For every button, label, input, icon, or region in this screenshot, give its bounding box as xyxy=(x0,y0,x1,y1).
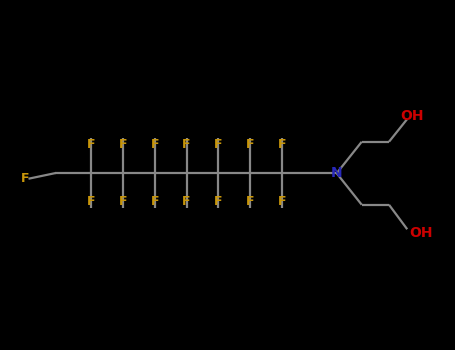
Text: F: F xyxy=(151,138,159,151)
Text: F: F xyxy=(182,138,191,151)
Text: F: F xyxy=(278,138,286,151)
Text: F: F xyxy=(21,172,30,185)
Text: OH: OH xyxy=(410,226,433,240)
Text: F: F xyxy=(87,195,95,208)
Text: F: F xyxy=(151,195,159,208)
Text: F: F xyxy=(119,195,127,208)
Text: OH: OH xyxy=(400,108,424,122)
Text: F: F xyxy=(87,138,95,151)
Text: F: F xyxy=(119,138,127,151)
Text: N: N xyxy=(331,166,343,180)
Text: F: F xyxy=(214,138,222,151)
Text: F: F xyxy=(214,195,222,208)
Text: F: F xyxy=(246,195,254,208)
Text: F: F xyxy=(246,138,254,151)
Text: F: F xyxy=(182,195,191,208)
Text: F: F xyxy=(278,195,286,208)
